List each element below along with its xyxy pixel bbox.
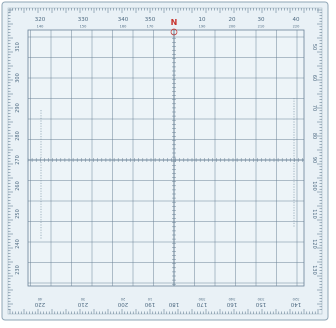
bottom-sub-degree-label: 330 — [257, 297, 265, 301]
top-degree-label: 350 — [145, 17, 156, 23]
left-degree-label: 280 — [15, 131, 21, 141]
right-degree-label: 130 — [311, 265, 317, 275]
top-sub-degree-label: 160 — [120, 25, 128, 29]
bottom-degree-label: 160 — [226, 301, 237, 307]
top-degree-label: 30 — [258, 17, 265, 23]
bottom-degree-label: 210 — [77, 301, 88, 307]
top-sub-degree-label: 190 — [199, 25, 207, 29]
left-degree-label: 260 — [15, 181, 21, 191]
left-degree-label: 240 — [15, 239, 21, 249]
north-index-circle — [170, 28, 178, 36]
north-label: N — [171, 18, 178, 27]
top-degree-label: 320 — [35, 17, 46, 23]
bottom-degree-label: 170 — [196, 301, 207, 307]
bottom-degree-label: 190 — [144, 301, 155, 307]
top-degree-label: 10 — [199, 17, 206, 23]
bottom-degree-label: 180 — [168, 301, 179, 307]
top-degree-label: 330 — [78, 17, 89, 23]
bottom-degree-label: 200 — [117, 301, 128, 307]
bottom-degree-label: 140 — [290, 301, 301, 307]
top-sub-degree-label: 140 — [37, 25, 45, 29]
right-degree-label: 90 — [311, 157, 317, 163]
bottom-sub-degree-label: 340 — [228, 297, 236, 301]
degree-scale-ticks — [8, 8, 322, 314]
bottom-sub-degree-label: 10 — [147, 297, 152, 301]
right-degree-label: 80 — [311, 133, 317, 139]
grid-area — [27, 29, 305, 287]
left-degree-label: 230 — [15, 265, 21, 275]
bottom-sub-degree-label: 30 — [80, 297, 85, 301]
top-degree-label: 340 — [118, 17, 129, 23]
top-sub-degree-label: 200 — [229, 25, 237, 29]
top-sub-degree-label: 220 — [293, 25, 301, 29]
right-degree-label: 100 — [311, 181, 317, 191]
right-degree-label: 60 — [311, 75, 317, 81]
right-degree-label: 50 — [311, 44, 317, 50]
right-degree-label: 110 — [311, 209, 317, 219]
north-marker: N — [170, 18, 178, 36]
left-degree-label: 250 — [15, 209, 21, 219]
bottom-degree-label: 220 — [34, 301, 45, 307]
degree-scale-labels: 320 330 340 350 10 20 30 40 140 150 160 170 190 200 21… — [15, 17, 317, 307]
grid-lines — [27, 29, 304, 286]
left-degree-label: 310 — [15, 42, 21, 52]
bottom-sub-degree-label: 20 — [120, 297, 125, 301]
bottom-degree-label: 150 — [255, 301, 266, 307]
top-degree-label: 40 — [293, 17, 300, 23]
bottom-sub-degree-label: 320 — [292, 297, 300, 301]
left-degree-label: 270 — [15, 155, 21, 165]
left-degree-label: 290 — [15, 103, 21, 113]
top-sub-degree-label: 210 — [258, 25, 266, 29]
bottom-sub-degree-label: 350 — [198, 297, 206, 301]
side-inscriptions — [40, 98, 295, 240]
bottom-sub-degree-label: 40 — [37, 297, 42, 301]
top-degree-label: 20 — [229, 17, 236, 23]
left-degree-label: 300 — [15, 73, 21, 83]
right-degree-label: 70 — [311, 105, 317, 111]
top-sub-degree-label: 170 — [147, 25, 155, 29]
right-degree-label: 120 — [311, 239, 317, 249]
top-sub-degree-label: 150 — [80, 25, 88, 29]
